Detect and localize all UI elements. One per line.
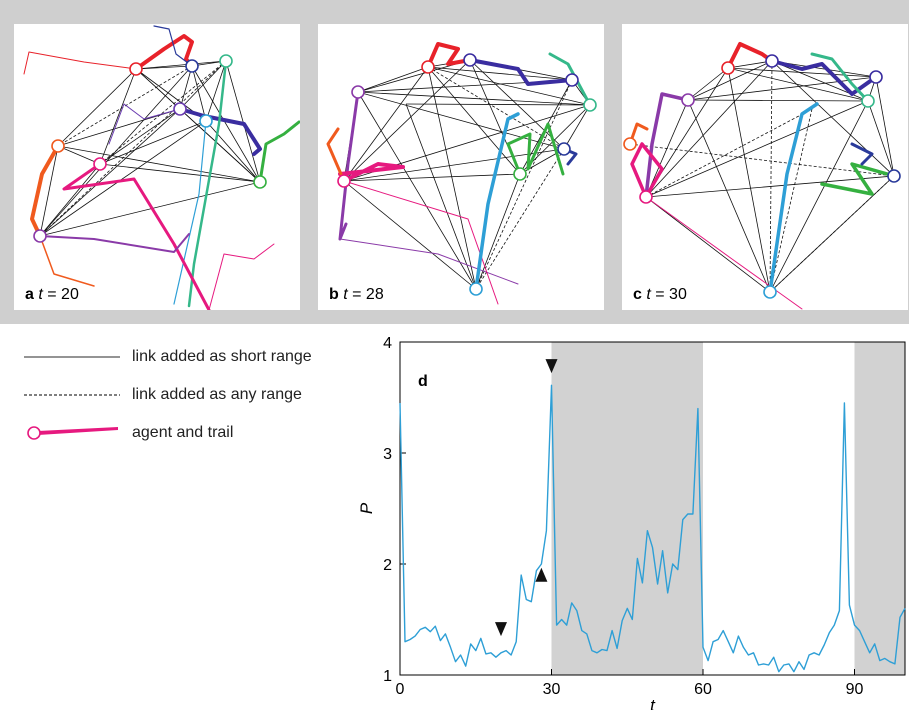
links-b <box>343 59 591 290</box>
arrow-marker-0 <box>495 622 507 637</box>
arrow-marker-2 <box>545 359 558 374</box>
dashed-links-a <box>39 60 227 237</box>
snapshot-panel-b: b t = 28 <box>318 24 604 310</box>
network-snapshot-a <box>23 25 300 310</box>
legend-label: link added as short range <box>132 348 312 365</box>
links-c <box>645 60 895 293</box>
legend: link added as short range link added as … <box>22 345 352 455</box>
panel-letter: c <box>633 286 642 303</box>
p-bar-chart: 0 30 60 90 1 2 3 4 d t P̄ <box>360 335 906 710</box>
trails-a <box>23 25 300 310</box>
network-snapshot-b <box>326 42 597 305</box>
panel-letter: a <box>25 286 34 303</box>
arrow-markers <box>495 359 558 637</box>
x-axis-label: t <box>650 696 656 710</box>
dashed-line-swatch <box>24 394 120 396</box>
y-tick-label: 4 <box>383 335 392 352</box>
agents-b <box>337 53 597 296</box>
plot-frame <box>399 341 906 676</box>
chart-axes <box>399 341 906 676</box>
panel-time-variable: t <box>343 286 348 303</box>
panel-label-b: b t = 28 <box>326 286 387 304</box>
x-tick-label: 90 <box>846 681 864 698</box>
shaded-intervals <box>551 342 905 675</box>
y-axis-label: P̄ <box>360 502 376 514</box>
dashed-links-c <box>629 60 895 293</box>
agent-trail-icon <box>27 426 118 440</box>
x-tick-label: 30 <box>543 681 561 698</box>
trails-c <box>628 42 896 310</box>
network-snapshot-c <box>623 42 901 310</box>
series-line <box>399 384 906 673</box>
legend-item-short-range: link added as short range <box>22 345 352 369</box>
panel-label-c: c t = 30 <box>630 286 690 304</box>
links-a <box>39 60 261 237</box>
snapshot-panel-c: c t = 30 <box>622 24 908 310</box>
legend-label: agent and trail <box>132 424 234 441</box>
shaded-interval-0 <box>551 342 703 675</box>
legend-label: link added as any range <box>132 386 302 403</box>
panel-label-a: a t = 20 <box>22 286 82 304</box>
panel-letter: b <box>329 286 339 303</box>
chart-ticks: 0 30 60 90 1 2 3 4 <box>383 335 863 698</box>
panel-time-variable: t <box>38 286 43 303</box>
agents-c <box>623 54 901 299</box>
panel-time-value: = 30 <box>650 286 687 303</box>
y-tick-label: 2 <box>383 557 392 574</box>
snapshot-panel-a: a t = 20 <box>14 24 300 310</box>
x-tick-label: 0 <box>396 681 405 698</box>
shaded-interval-1 <box>854 342 905 675</box>
panel-time-variable: t <box>646 286 651 303</box>
panel-time-value: = 28 <box>347 286 384 303</box>
arrow-marker-1 <box>535 567 548 582</box>
legend-item-any-range: link added as any range <box>22 383 352 407</box>
x-tick-label: 60 <box>694 681 712 698</box>
legend-item-agent: agent and trail <box>22 421 352 445</box>
solid-line-swatch <box>24 356 120 358</box>
panel-time-value: = 20 <box>42 286 79 303</box>
trails-b <box>326 42 592 305</box>
y-tick-label: 1 <box>383 668 392 685</box>
y-tick-label: 3 <box>383 446 392 463</box>
agents-a <box>33 54 267 243</box>
panel-label-d: d <box>418 373 428 390</box>
